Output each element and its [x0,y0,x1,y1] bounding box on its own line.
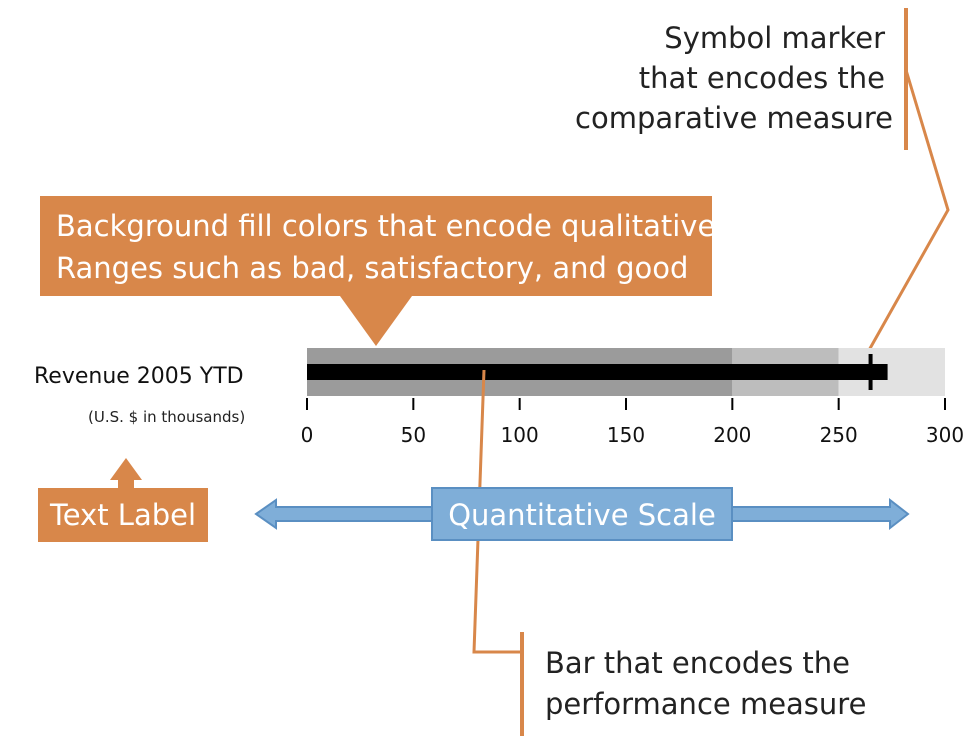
tick-label-100: 100 [501,423,539,447]
bar-callout-leader [472,369,522,654]
tick-label-0: 0 [301,423,314,447]
text-label-arrow [110,458,142,480]
tick-label-250: 250 [820,423,858,447]
performance-bar [307,364,888,380]
ranges-callout-box [40,196,712,296]
marker-callout-line-2: that encodes the [639,61,885,95]
chart-title: Revenue 2005 YTD [34,364,244,389]
tick-label-150: 150 [607,423,645,447]
scale-callout-box [431,487,733,541]
chart-subtitle: (U.S. $ in thousands) [88,408,245,426]
quantitative-axis: 0 50 100 150 200 250 300 [301,398,964,447]
scale-callout-text: Quantitative Scale [448,498,716,532]
marker-callout-line-1: Symbol marker [664,21,885,55]
bar-callout: Bar that encodes the performance measure [520,632,866,736]
text-label-text: Text Label [49,498,196,532]
ranges-callout-arrow [340,296,412,346]
ranges-callout-line-1: Background fill colors that encode quali… [56,209,715,243]
marker-callout-leader [866,69,950,353]
marker-callout: Symbol marker that encodes the comparati… [575,8,950,353]
text-label-arrow-stem [118,478,134,490]
ranges-callout-line-2: Ranges such as bad, satisfactory, and go… [56,251,688,285]
tick-label-50: 50 [401,423,426,447]
bar-callout-line-1: Bar that encodes the [545,646,850,680]
tick-label-300: 300 [926,423,964,447]
bar-callout-line-2: performance measure [545,687,866,721]
ranges-callout: Background fill colors that encode quali… [40,196,715,346]
scale-callout: Quantitative Scale [254,487,910,541]
marker-callout-line-3: comparative measure [575,101,893,135]
text-label-callout: Text Label [38,458,208,542]
tick-label-200: 200 [713,423,751,447]
comparative-marker [868,354,873,390]
text-label-box [38,488,208,542]
